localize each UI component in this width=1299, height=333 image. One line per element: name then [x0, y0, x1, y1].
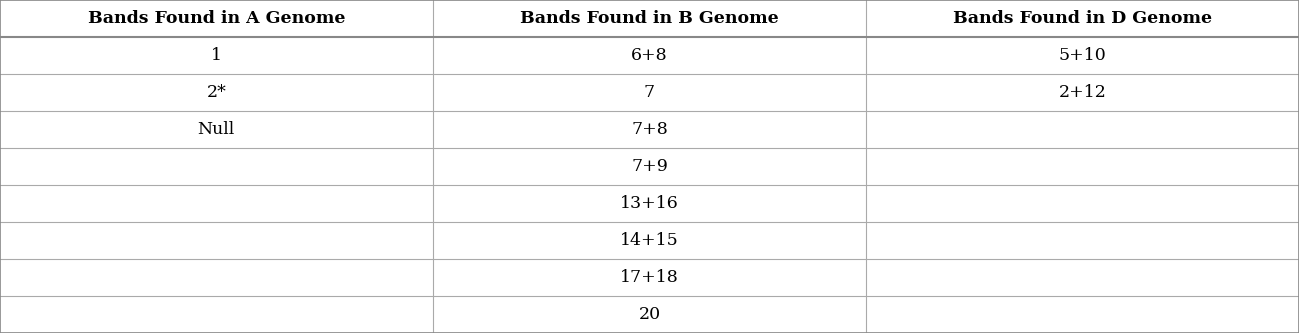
Text: Null: Null — [197, 121, 235, 138]
Text: 7+8: 7+8 — [631, 121, 668, 138]
Text: 6+8: 6+8 — [631, 47, 668, 64]
Text: Bands Found in D Genome: Bands Found in D Genome — [953, 10, 1212, 27]
Text: Bands Found in A Genome: Bands Found in A Genome — [87, 10, 346, 27]
Text: 7: 7 — [644, 84, 655, 101]
Text: 1: 1 — [210, 47, 222, 64]
Text: 2*: 2* — [207, 84, 226, 101]
Text: 17+18: 17+18 — [620, 269, 679, 286]
Text: 14+15: 14+15 — [620, 232, 679, 249]
Text: Bands Found in B Genome: Bands Found in B Genome — [520, 10, 779, 27]
Text: 5+10: 5+10 — [1059, 47, 1107, 64]
Text: 2+12: 2+12 — [1059, 84, 1107, 101]
Text: 7+9: 7+9 — [631, 158, 668, 175]
Text: 20: 20 — [638, 306, 661, 323]
Text: 13+16: 13+16 — [620, 195, 679, 212]
